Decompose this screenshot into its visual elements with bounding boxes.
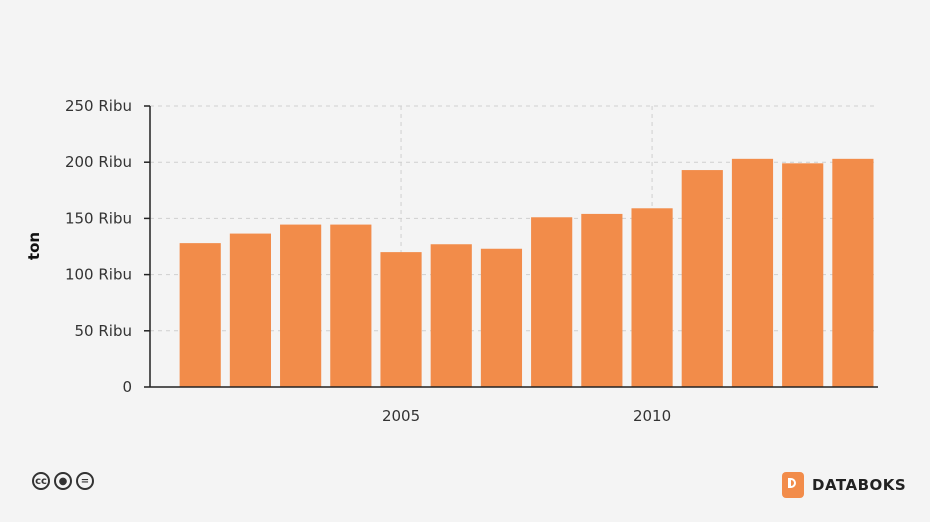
y-tick-label: 150 Ribu xyxy=(65,209,132,227)
x-tick-label: 2005 xyxy=(382,407,420,425)
license-icons: cc ● = xyxy=(32,472,94,490)
bar-2003[interactable] xyxy=(280,224,322,387)
bar-2001[interactable] xyxy=(179,243,221,387)
bar-2004[interactable] xyxy=(330,224,372,387)
bar-2008[interactable] xyxy=(531,217,573,387)
y-tick-labels: 0 50 Ribu 100 Ribu 150 Ribu 200 Ribu 250 Ribu xyxy=(65,97,150,396)
by-icon: ● xyxy=(54,472,72,490)
bar-2007[interactable] xyxy=(480,248,523,387)
bar-2009[interactable] xyxy=(581,213,623,387)
y-tick-label: 100 Ribu xyxy=(65,266,132,284)
y-tick-label: 0 xyxy=(122,378,132,396)
bar-2010[interactable] xyxy=(631,208,673,387)
y-axis-title: ton xyxy=(25,232,43,260)
x-tick-label: 2010 xyxy=(633,407,671,425)
bar-2006[interactable] xyxy=(430,244,472,387)
bar-2014[interactable] xyxy=(832,158,874,387)
bar-2011[interactable] xyxy=(681,170,723,387)
axes xyxy=(149,106,878,388)
y-tick-label: 50 Ribu xyxy=(75,322,132,340)
brand-logo-group: DATABOKS xyxy=(782,472,906,498)
databoks-logo-icon xyxy=(782,472,804,498)
x-tick-labels: 2005 2010 xyxy=(382,407,671,425)
nd-icon: = xyxy=(76,472,94,490)
bar-2012[interactable] xyxy=(731,158,774,387)
brand-name: DATABOKS xyxy=(812,476,907,494)
cc-icon: cc xyxy=(32,472,50,490)
bar-2013[interactable] xyxy=(782,163,824,387)
y-tick-label: 200 Ribu xyxy=(65,153,132,171)
bar-2002[interactable] xyxy=(229,233,271,387)
bars xyxy=(179,158,874,387)
y-tick-label: 250 Ribu xyxy=(65,97,132,115)
bar-2005[interactable] xyxy=(380,252,422,387)
